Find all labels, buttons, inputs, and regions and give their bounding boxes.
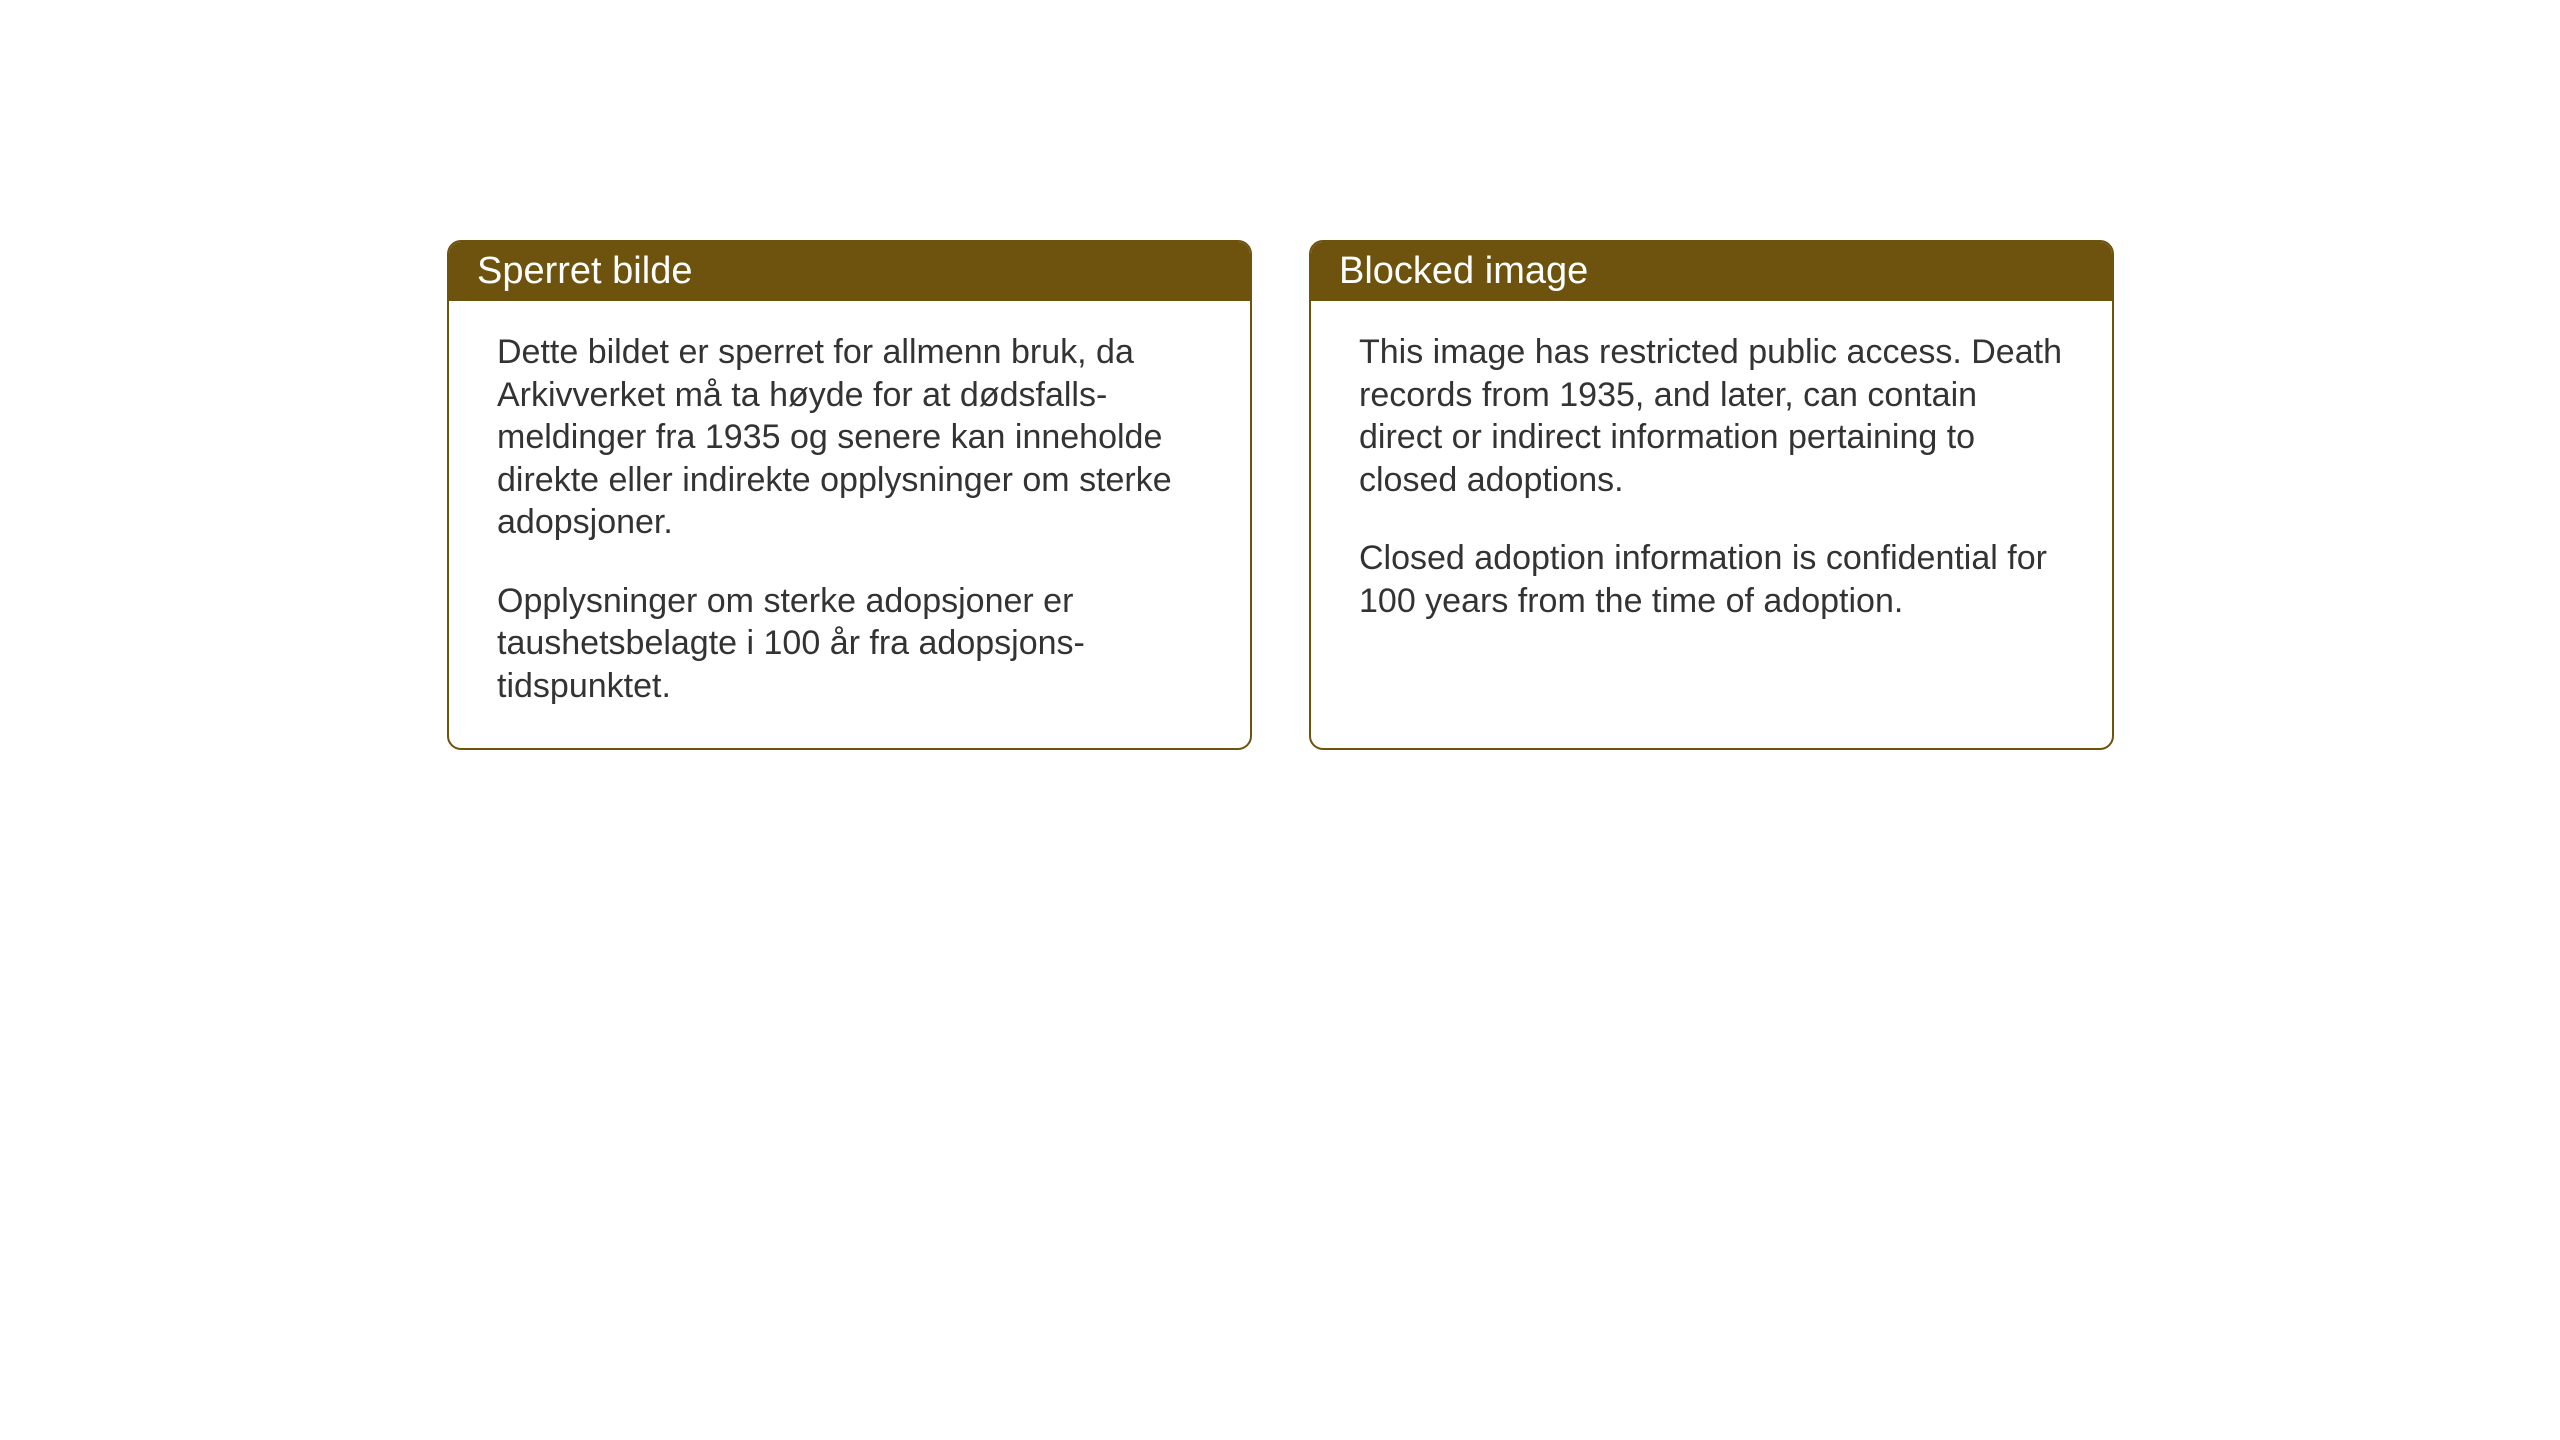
english-card-header: Blocked image [1311, 242, 2112, 301]
notice-container: Sperret bilde Dette bildet er sperret fo… [447, 240, 2114, 750]
english-notice-card: Blocked image This image has restricted … [1309, 240, 2114, 750]
norwegian-card-body: Dette bildet er sperret for allmenn bruk… [449, 301, 1250, 747]
english-paragraph-1: This image has restricted public access.… [1359, 331, 2064, 501]
english-card-body: This image has restricted public access.… [1311, 301, 2112, 662]
norwegian-card-title: Sperret bilde [477, 250, 692, 292]
norwegian-notice-card: Sperret bilde Dette bildet er sperret fo… [447, 240, 1252, 750]
norwegian-paragraph-2: Opplysninger om sterke adopsjoner er tau… [497, 580, 1202, 708]
english-paragraph-2: Closed adoption information is confident… [1359, 537, 2064, 622]
norwegian-paragraph-1: Dette bildet er sperret for allmenn bruk… [497, 331, 1202, 544]
norwegian-card-header: Sperret bilde [449, 242, 1250, 301]
english-card-title: Blocked image [1339, 250, 1588, 292]
